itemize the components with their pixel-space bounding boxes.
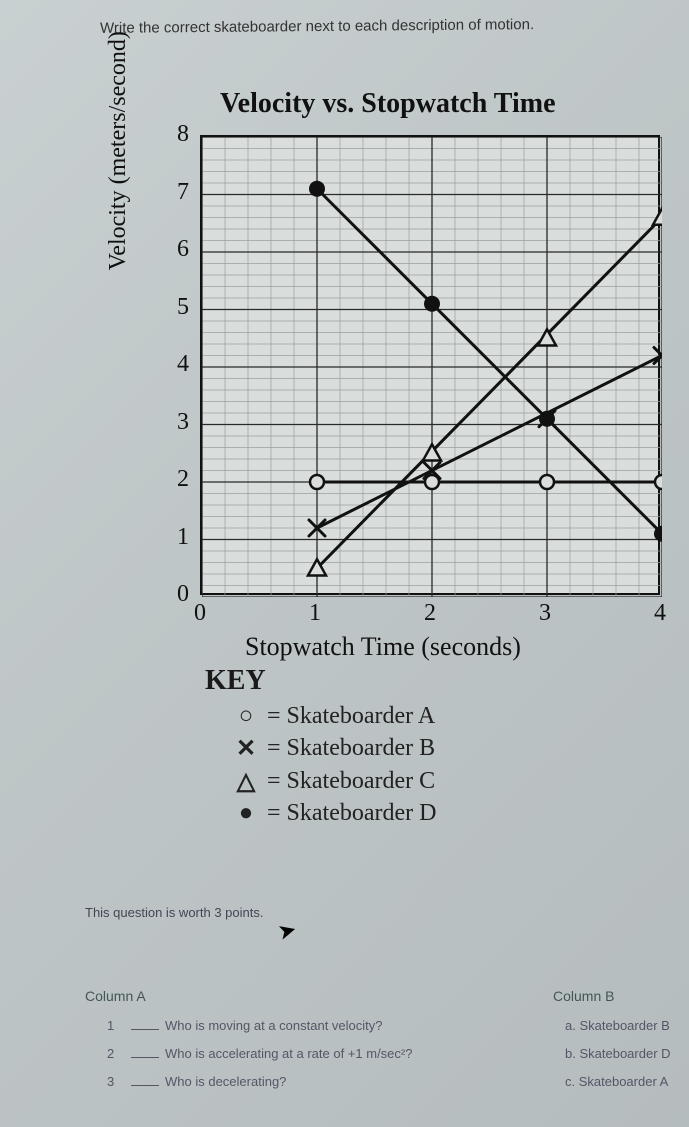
y-tick-label: 5: [159, 294, 189, 321]
answer-blank[interactable]: [131, 1029, 159, 1030]
x-tick-label: 1: [300, 600, 330, 627]
x-tick-label: 3: [530, 600, 560, 627]
column-a-header: Column A: [85, 988, 146, 1004]
x-tick-label: 0: [185, 600, 215, 627]
key-row: △ = Skateboarder C: [235, 767, 436, 796]
y-axis-label: Velocity (meters/second): [105, 31, 132, 270]
question-text: Who is decelerating?: [165, 1074, 286, 1089]
key-row: ✕ = Skateboarder B: [235, 734, 436, 763]
key-symbol-icon: ○: [235, 703, 257, 730]
chart-title: Velocity vs. Stopwatch Time: [220, 88, 556, 120]
question-row: 3 Who is decelerating?: [107, 1074, 286, 1089]
question-number: 3: [107, 1074, 125, 1089]
question-row: 2 Who is accelerating at a rate of +1 m/s…: [107, 1046, 412, 1061]
answer-letter: b.: [565, 1046, 579, 1061]
question-text: Who is accelerating at a rate of +1 m/se…: [165, 1046, 412, 1061]
answer-choice: b. Skateboarder D: [565, 1046, 671, 1061]
answer-choice: c. Skateboarder A: [565, 1074, 668, 1089]
instruction-text: Write the correct skateboarder next to e…: [100, 16, 534, 37]
key-label: = Skateboarder B: [267, 735, 435, 762]
x-axis-label: Stopwatch Time (seconds): [245, 632, 521, 662]
answer-text: Skateboarder B: [579, 1018, 669, 1033]
key-row: ● = Skateboarder D: [235, 800, 436, 827]
question-number: 2: [107, 1046, 125, 1061]
answer-blank[interactable]: [131, 1085, 159, 1086]
y-tick-label: 4: [159, 351, 189, 378]
answer-text: Skateboarder D: [579, 1046, 670, 1061]
key-label: = Skateboarder D: [267, 800, 436, 827]
key-label: = Skateboarder C: [267, 768, 435, 795]
key-label: = Skateboarder A: [267, 703, 435, 730]
chart-plot-area: [200, 135, 660, 595]
y-tick-label: 3: [159, 409, 189, 436]
x-tick-label: 4: [645, 600, 675, 627]
key-symbol-icon: △: [235, 767, 257, 796]
chart-key: KEY ○ = Skateboarder A ✕ = Skateboarder B △ =…: [205, 665, 436, 831]
cursor-icon: ➤: [275, 916, 300, 946]
worksheet-page: Write the correct skateboarder next to e…: [0, 0, 689, 1127]
y-tick-label: 1: [159, 524, 189, 551]
y-tick-label: 6: [159, 236, 189, 263]
question-number: 1: [107, 1018, 125, 1033]
key-symbol-icon: ●: [235, 800, 257, 827]
key-row: ○ = Skateboarder A: [235, 703, 436, 730]
y-tick-label: 2: [159, 466, 189, 493]
question-text: Who is moving at a constant velocity?: [165, 1018, 383, 1033]
key-title: KEY: [205, 665, 436, 697]
answer-choice: a. Skateboarder B: [565, 1018, 670, 1033]
y-tick-label: 7: [159, 179, 189, 206]
question-row: 1 Who is moving at a constant velocity?: [107, 1018, 383, 1033]
x-tick-label: 2: [415, 600, 445, 627]
answer-letter: a.: [565, 1018, 579, 1033]
answer-text: Skateboarder A: [579, 1074, 669, 1089]
y-tick-label: 8: [159, 121, 189, 148]
answer-blank[interactable]: [131, 1057, 159, 1058]
key-symbol-icon: ✕: [235, 734, 257, 763]
points-note: This question is worth 3 points.: [85, 905, 263, 920]
answer-letter: c.: [565, 1074, 579, 1089]
column-b-header: Column B: [553, 988, 614, 1004]
